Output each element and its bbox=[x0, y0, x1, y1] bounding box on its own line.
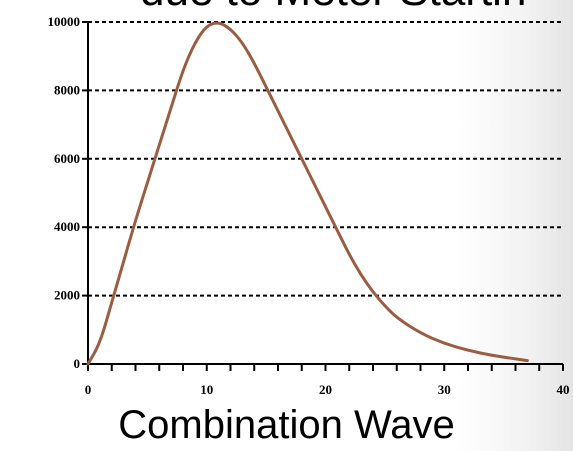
x-tick-label-0: 0 bbox=[85, 382, 92, 397]
x-tick-label-10: 10 bbox=[200, 382, 213, 397]
chart-caption: Combination Wave bbox=[118, 403, 455, 447]
y-tick-label-2000: 2000 bbox=[54, 288, 80, 303]
slide-title-partial: due to Meter Startin bbox=[0, 0, 573, 16]
y-tick-label-10000: 10000 bbox=[48, 14, 81, 29]
series-line-0 bbox=[86, 21, 529, 366]
series-lines bbox=[86, 21, 529, 366]
x-tick-label-40: 40 bbox=[557, 382, 570, 397]
y-tick-label-8000: 8000 bbox=[54, 82, 80, 97]
y-tick-label-4000: 4000 bbox=[54, 219, 80, 234]
grid-lines bbox=[88, 21, 563, 297]
x-tick-label-20: 20 bbox=[319, 382, 332, 397]
tick-labels: 0 2000 4000 6000 8000 10000 0 10 20 30 40 bbox=[48, 14, 570, 397]
tick-marks bbox=[82, 21, 564, 371]
axes bbox=[87, 22, 563, 365]
y-tick-label-6000: 6000 bbox=[54, 151, 80, 166]
x-tick-label-30: 30 bbox=[438, 382, 451, 397]
y-tick-label-0: 0 bbox=[74, 356, 81, 371]
